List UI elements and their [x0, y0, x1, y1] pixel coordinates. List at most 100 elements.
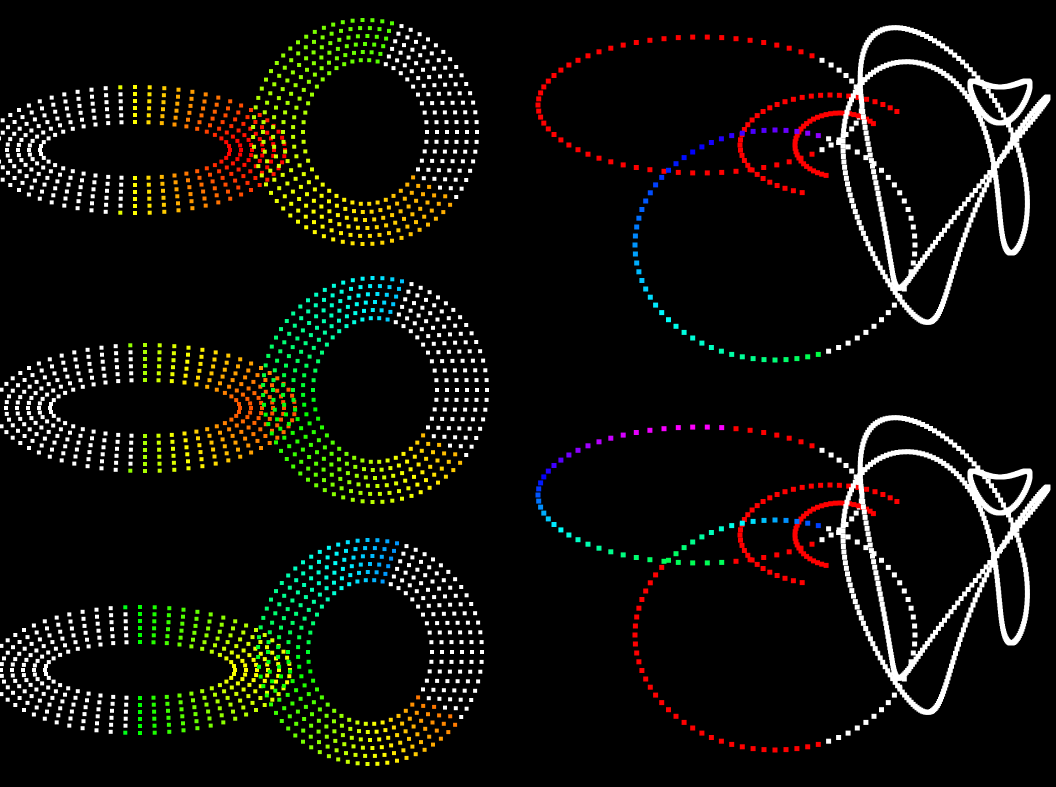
dot: [128, 364, 133, 369]
dot: [879, 317, 884, 323]
dot: [397, 286, 401, 291]
dot: [877, 265, 883, 271]
dot: [908, 605, 914, 611]
dot: [106, 174, 111, 179]
dot: [807, 118, 813, 124]
dot: [719, 169, 725, 175]
dot: [1021, 618, 1027, 624]
dot: [246, 694, 251, 699]
dot: [208, 172, 212, 177]
dot: [475, 130, 479, 134]
dot: [193, 623, 198, 628]
dot: [994, 161, 1000, 167]
dot: [416, 183, 421, 188]
dot: [369, 50, 374, 55]
dot: [16, 383, 20, 388]
dot: [342, 742, 347, 747]
dot: [659, 700, 665, 706]
dot: [265, 645, 269, 650]
dot: [847, 192, 853, 198]
dot: [380, 276, 385, 281]
dot: [708, 735, 714, 740]
dot: [119, 113, 124, 118]
dot: [216, 95, 221, 100]
dot: [411, 724, 416, 729]
dot: [267, 669, 272, 674]
dot: [876, 586, 882, 592]
dot: [445, 679, 450, 684]
dot: [312, 39, 316, 44]
dot: [910, 614, 916, 620]
dot: [171, 351, 176, 356]
dot: [30, 373, 35, 378]
dot: [945, 285, 951, 291]
dot: [1000, 502, 1006, 508]
dot: [842, 164, 848, 170]
dot: [424, 478, 428, 483]
dot: [877, 201, 883, 207]
dot: [61, 451, 66, 456]
dot: [124, 695, 129, 700]
dot: [421, 596, 426, 601]
dot: [230, 433, 235, 438]
dot: [853, 120, 859, 126]
dot: [1022, 562, 1028, 568]
dot: [387, 231, 391, 236]
dot: [337, 446, 342, 451]
dot: [772, 357, 778, 363]
dot: [259, 400, 264, 405]
dot: [1019, 157, 1024, 163]
dot: [101, 445, 106, 450]
dot: [99, 466, 104, 471]
dot: [406, 289, 411, 294]
dot: [463, 368, 468, 373]
dot: [851, 502, 857, 508]
dot: [841, 513, 847, 519]
dot: [416, 604, 421, 609]
dot: [152, 612, 157, 617]
dot: [271, 172, 276, 177]
dot: [306, 180, 311, 185]
dot: [634, 650, 640, 656]
dot: [964, 453, 969, 459]
dot: [115, 365, 119, 370]
dot: [450, 650, 454, 654]
dot: [209, 371, 214, 376]
dot: [871, 559, 877, 565]
dot: [35, 677, 40, 682]
dot: [953, 81, 959, 87]
dot: [230, 134, 235, 139]
dot: [15, 406, 19, 410]
dot: [207, 716, 212, 721]
dot: [793, 539, 799, 545]
dot: [330, 335, 335, 340]
dot: [102, 438, 107, 443]
dot: [879, 211, 885, 217]
dot: [271, 397, 276, 402]
dot: [327, 188, 332, 193]
dot: [53, 109, 58, 114]
dot: [699, 730, 705, 736]
dot: [27, 446, 31, 450]
dot: [480, 650, 484, 654]
dot: [426, 92, 431, 97]
dot: [119, 175, 124, 180]
dot: [1024, 215, 1030, 221]
dot: [290, 418, 295, 423]
dot: [634, 614, 640, 620]
dot: [143, 364, 147, 368]
dot: [433, 216, 438, 221]
dot: [49, 200, 54, 205]
dot: [100, 459, 104, 464]
dot: [1027, 471, 1033, 477]
dot: [213, 643, 217, 648]
dot: [485, 388, 489, 392]
dot: [956, 641, 961, 647]
dot: [840, 148, 846, 154]
dot: [47, 454, 52, 459]
dot: [66, 649, 71, 654]
dot: [285, 680, 290, 685]
dot: [238, 454, 243, 459]
dot: [933, 629, 938, 635]
dot: [278, 349, 283, 354]
